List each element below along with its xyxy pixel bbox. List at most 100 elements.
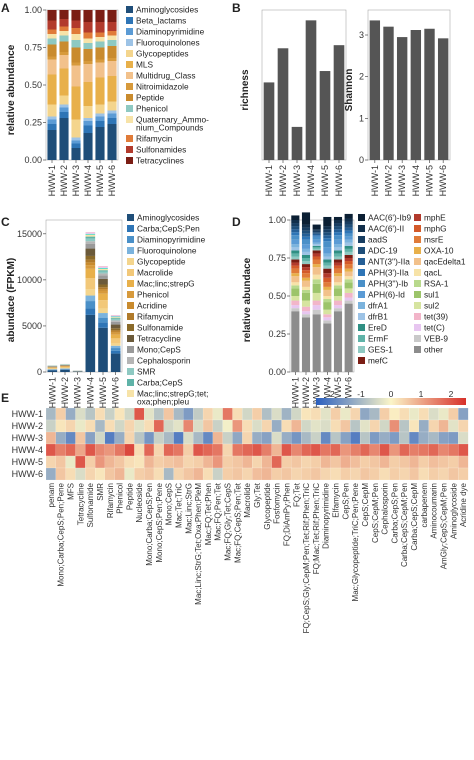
heatmap-cell bbox=[261, 455, 272, 469]
legend-swatch-d bbox=[414, 225, 421, 232]
heatmap-cell bbox=[438, 419, 449, 433]
heatmap-cell bbox=[389, 407, 400, 421]
heatmap-cell bbox=[173, 407, 184, 421]
bar-segment-c bbox=[98, 327, 108, 372]
heatmap-cell bbox=[320, 419, 331, 433]
bar-segment-d bbox=[312, 248, 321, 251]
bar-segment-a bbox=[59, 95, 69, 105]
bar-segment-d bbox=[323, 253, 332, 257]
legend-label-d: mefC bbox=[368, 356, 388, 366]
heatmap-cell bbox=[65, 407, 76, 421]
x-tick-label-c: HWW-4 bbox=[85, 377, 95, 408]
bar-segment-a bbox=[71, 10, 81, 21]
heatmap-column-label: Mac;FQ;Pen;Tet bbox=[214, 482, 223, 541]
heatmap-column-label: Carba;CepS;CepM;Pen bbox=[400, 483, 409, 567]
heatmap-cell bbox=[271, 467, 282, 481]
legend-swatch-d bbox=[414, 302, 421, 309]
heatmap-cell bbox=[75, 419, 86, 433]
bar-segment-c bbox=[85, 233, 96, 235]
bar-segment-d bbox=[323, 247, 332, 254]
bar-segment-d bbox=[344, 288, 353, 293]
bar-segment-d bbox=[312, 247, 321, 249]
bar-segment-d bbox=[312, 264, 321, 268]
bar-segment-a bbox=[59, 68, 69, 96]
bar-segment-a bbox=[83, 133, 93, 160]
bar-segment-a bbox=[47, 29, 57, 34]
heatmap-cell bbox=[418, 443, 430, 457]
bar-segment-d bbox=[291, 253, 300, 257]
heatmap-row-label: HWW-5 bbox=[12, 457, 43, 467]
bar-segment-d bbox=[323, 286, 332, 290]
bar-segment-c bbox=[98, 270, 108, 272]
bar-segment-c bbox=[85, 259, 96, 263]
heatmap-cell bbox=[222, 455, 233, 469]
legend-swatch-c bbox=[127, 335, 134, 342]
bar-segment-c bbox=[110, 338, 121, 343]
bar-segment-d bbox=[323, 282, 332, 287]
legend-swatch-d bbox=[414, 214, 421, 221]
x-tick-label-b-richness: HWW-1 bbox=[264, 165, 274, 196]
heatmap-cell bbox=[183, 455, 194, 469]
heatmap-cell bbox=[330, 419, 341, 433]
heatmap-cell bbox=[55, 467, 66, 481]
legend-label-a: Nitroimidazole bbox=[136, 82, 189, 92]
heatmap-cell bbox=[301, 455, 312, 469]
legend-swatch-c bbox=[127, 225, 134, 232]
bar-segment-d bbox=[323, 323, 332, 372]
legend-label-a: Sulfonamides bbox=[136, 145, 186, 155]
heatmap-cell bbox=[320, 407, 331, 421]
heatmap-cell bbox=[369, 431, 380, 445]
bar-segment-c bbox=[85, 243, 96, 249]
legend-swatch-c bbox=[127, 258, 134, 265]
heatmap-cell bbox=[222, 467, 233, 481]
legend-swatch-d bbox=[358, 280, 365, 287]
heatmap-cell bbox=[193, 455, 204, 469]
heatmap-cell bbox=[153, 467, 165, 481]
bar-segment-c bbox=[110, 328, 121, 331]
legend-label-c: Fluoroquinolone bbox=[137, 246, 197, 256]
heatmap-row-label: HWW-3 bbox=[12, 433, 43, 443]
heatmap-cell bbox=[310, 443, 322, 457]
bar-segment-a bbox=[59, 107, 69, 112]
legend-swatch-d bbox=[414, 258, 421, 265]
heatmap-cell bbox=[163, 455, 174, 469]
bar-segment-c bbox=[98, 317, 108, 323]
bar-segment-d bbox=[301, 251, 311, 255]
legend-label-a: Multidrug_Class bbox=[136, 71, 195, 81]
bar-segment-d bbox=[344, 224, 353, 228]
bar-segment-d bbox=[301, 261, 311, 265]
heatmap-cell bbox=[85, 443, 96, 457]
panel-label-c: C bbox=[1, 215, 10, 229]
x-tick-label-b-richness: HWW-2 bbox=[278, 165, 288, 196]
legend-label-d: GES-1 bbox=[368, 345, 393, 355]
heatmap-cell bbox=[438, 407, 449, 421]
heatmap-cell bbox=[114, 419, 125, 433]
heatmap-cell bbox=[379, 467, 390, 481]
bar-segment-c bbox=[98, 293, 108, 301]
bar-segment-c bbox=[60, 366, 70, 368]
bar-segment-a bbox=[71, 143, 81, 148]
heatmap-cell bbox=[212, 431, 223, 445]
bar-segment-d bbox=[344, 236, 353, 240]
bar-segment-a bbox=[59, 104, 69, 108]
heatmap-cell bbox=[320, 443, 331, 457]
bar-segment-d bbox=[291, 276, 300, 283]
heatmap-cell bbox=[173, 443, 184, 457]
bar-segment-d bbox=[323, 232, 332, 236]
heatmap-cell bbox=[94, 407, 106, 421]
bar-segment-d bbox=[291, 311, 300, 372]
bar-segment-d bbox=[333, 273, 343, 277]
heatmap-cell bbox=[350, 419, 361, 433]
heatmap-column-label: Aminocoumarin bbox=[430, 483, 439, 539]
bar-segment-d bbox=[301, 230, 311, 234]
legend-label-a: Diaminopyrimidine bbox=[136, 27, 205, 37]
heatmap-cell bbox=[202, 431, 214, 445]
heatmap-cell bbox=[193, 467, 204, 481]
legend-label-d: APH(6)-Id bbox=[368, 290, 405, 300]
bar-segment-a bbox=[71, 28, 81, 34]
bar-segment-d bbox=[333, 235, 343, 240]
heatmap-column-label: Mac;FQ;CepS;Pen;Tet bbox=[233, 482, 242, 563]
bar-segment-d bbox=[312, 300, 321, 306]
heatmap-cell bbox=[340, 407, 351, 421]
bar-b-richness bbox=[291, 126, 303, 160]
